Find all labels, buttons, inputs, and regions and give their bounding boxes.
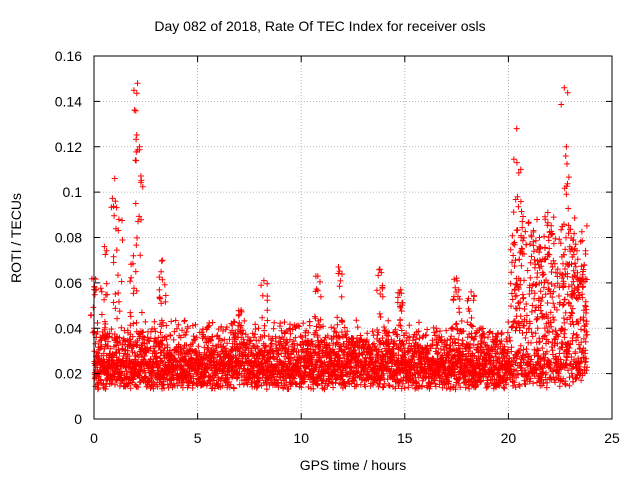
y-tick-label: 0.06 (55, 275, 82, 291)
x-tick-label: 0 (90, 430, 98, 446)
y-tick-label: 0.12 (55, 139, 82, 155)
y-tick-label: 0.1 (63, 184, 83, 200)
axis-ticks: 0 5 10 15 20 25 0 0.02 0.04 0.06 0.08 0.1 0.12 0.14 0.… (55, 48, 620, 446)
scatter-markers (87, 80, 591, 393)
y-tick-label: 0.02 (55, 366, 82, 382)
x-tick-label: 5 (194, 430, 202, 446)
x-tick-label: 20 (501, 430, 517, 446)
y-tick-label: 0 (74, 411, 82, 427)
x-axis-label: GPS time / hours (299, 457, 407, 473)
data-points (87, 80, 591, 393)
x-tick-label: 10 (293, 430, 309, 446)
y-tick-label: 0.14 (55, 93, 82, 109)
y-tick-label: 0.04 (55, 320, 82, 336)
y-tick-label: 0.16 (55, 48, 82, 64)
y-tick-label: 0.08 (55, 230, 82, 246)
x-tick-label: 25 (604, 430, 620, 446)
x-tick-label: 15 (397, 430, 413, 446)
chart-title: Day 082 of 2018, Rate Of TEC Index for r… (154, 18, 486, 34)
